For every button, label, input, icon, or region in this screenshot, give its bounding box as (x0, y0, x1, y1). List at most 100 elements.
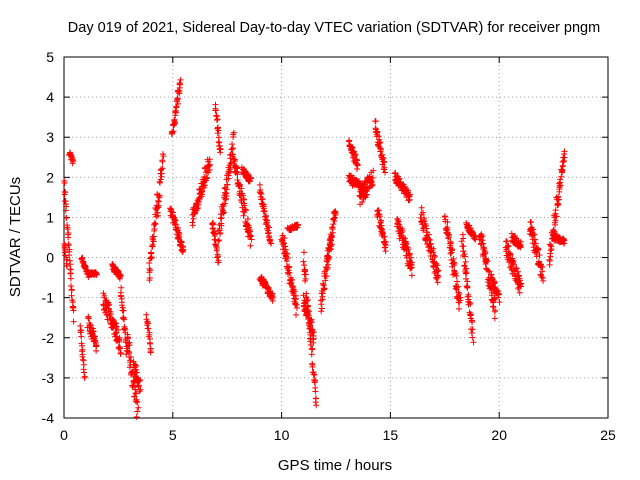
data-point (560, 157, 567, 164)
y-tick-label: 3 (46, 129, 54, 145)
data-point (330, 215, 337, 222)
data-point (133, 414, 140, 421)
data-point (79, 356, 86, 363)
data-point (126, 342, 133, 349)
data-point (176, 233, 183, 240)
data-point (510, 261, 517, 268)
data-point (238, 185, 245, 192)
data-point (194, 204, 201, 211)
data-point (173, 103, 180, 110)
data-point (534, 245, 541, 252)
y-tick-label: 1 (46, 209, 54, 225)
data-point (528, 219, 535, 226)
data-point (103, 311, 110, 318)
data-point (244, 215, 251, 222)
data-point (148, 249, 155, 256)
data-point (467, 311, 474, 318)
data-point (301, 262, 308, 269)
data-point (232, 156, 239, 163)
data-point (381, 233, 388, 240)
data-point (229, 151, 236, 158)
data-point (535, 246, 542, 253)
x-axis-label: GPS time / hours (278, 457, 392, 474)
data-point (260, 203, 267, 210)
data-point (64, 225, 71, 232)
data-point (325, 261, 332, 268)
data-point (284, 255, 291, 262)
data-point (283, 257, 290, 264)
data-point (116, 334, 123, 341)
data-point (533, 253, 540, 260)
data-point (382, 169, 389, 176)
data-point (449, 247, 456, 254)
data-point (377, 145, 384, 152)
data-point (462, 275, 469, 282)
data-point (189, 219, 196, 226)
data-point (285, 270, 292, 277)
data-point (159, 157, 166, 164)
data-point (229, 145, 236, 152)
data-point (554, 200, 561, 207)
data-point (532, 240, 539, 247)
data-point (225, 172, 232, 179)
data-point (215, 138, 222, 145)
data-point (305, 307, 312, 314)
data-point (353, 165, 360, 172)
data-point (469, 334, 476, 341)
data-point (454, 278, 461, 285)
data-point (406, 196, 413, 203)
data-point (213, 116, 220, 123)
data-point (266, 224, 273, 231)
data-point (87, 321, 94, 328)
data-point (146, 265, 153, 272)
data-point (302, 299, 309, 306)
data-point (430, 249, 437, 256)
data-point (491, 315, 498, 322)
data-point (121, 316, 128, 323)
data-point (479, 233, 486, 240)
data-point (265, 230, 272, 237)
data-point (215, 257, 222, 264)
x-tick-label: 15 (383, 427, 399, 443)
data-point (379, 230, 386, 237)
data-point (80, 366, 87, 373)
data-point (453, 272, 460, 279)
data-point (213, 246, 220, 253)
data-point (462, 258, 469, 265)
data-point (308, 351, 315, 358)
data-point (447, 250, 454, 257)
data-point (444, 219, 451, 226)
data-point (547, 250, 554, 257)
x-tick-label: 10 (274, 427, 290, 443)
data-point (168, 208, 175, 215)
data-point (109, 315, 116, 322)
data-point (69, 304, 76, 311)
data-point (490, 304, 497, 311)
data-point (230, 129, 237, 136)
data-point (305, 312, 312, 319)
y-tick-label: -4 (42, 410, 55, 426)
data-point (540, 277, 547, 284)
data-point (199, 188, 206, 195)
data-point (134, 408, 141, 415)
data-point (434, 279, 441, 286)
data-point (134, 398, 141, 405)
data-point (68, 287, 75, 294)
data-point (210, 225, 217, 232)
data-point (146, 339, 153, 346)
data-point (300, 258, 307, 265)
data-point (170, 128, 177, 135)
data-point (354, 162, 361, 169)
data-point (553, 213, 560, 220)
data-point (516, 289, 523, 296)
data-point (302, 275, 309, 282)
data-point (214, 130, 221, 137)
data-point (452, 270, 459, 277)
data-point (171, 116, 178, 123)
data-point (222, 196, 229, 203)
data-point (131, 384, 138, 391)
data-point (217, 230, 224, 237)
y-tick-label: -2 (42, 330, 55, 346)
data-point (484, 258, 491, 265)
data-point (313, 402, 320, 409)
